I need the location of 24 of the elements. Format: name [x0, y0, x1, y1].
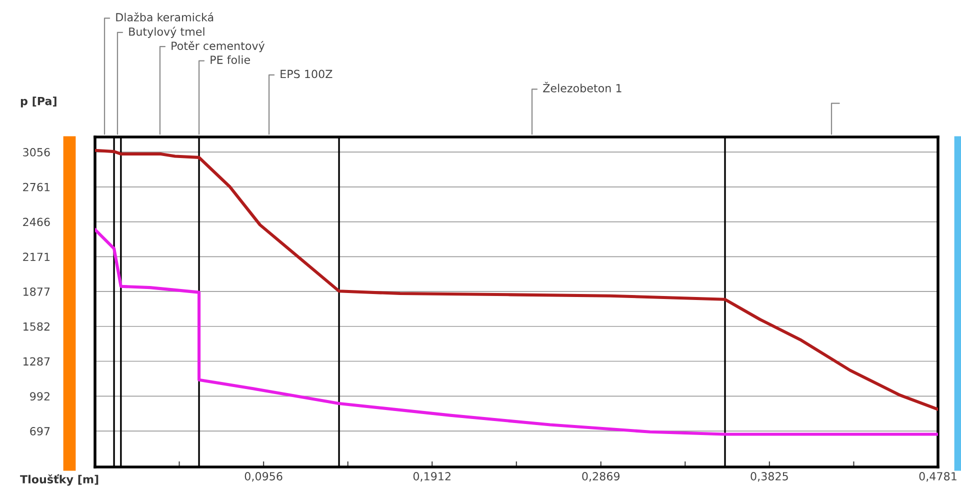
y-tick-label: 3056: [23, 148, 50, 156]
y-tick-label: 992: [30, 392, 50, 401]
text: Potěr cementový: [172, 40, 265, 52]
text: Dlažba keramická: [116, 12, 214, 22]
y-tick-label: 2466: [23, 218, 50, 226]
text: Butylový tmel: [129, 26, 204, 38]
x-tick-label: 0,3825: [750, 472, 788, 482]
x-tick-label: 0,2869: [582, 472, 620, 482]
y-axis-title: p [Pa]: [20, 96, 56, 108]
text: PE folie: [210, 55, 250, 64]
y-tick-label: 1287: [24, 357, 50, 366]
x-tick-label: 0,4781: [919, 472, 956, 482]
text: Železobeton 1: [543, 82, 622, 92]
y-tick-label: 2761: [23, 182, 50, 192]
line-series: [95, 228, 938, 436]
x-axis-title: Tloušťky [m]: [20, 474, 98, 486]
y-tick-label: 1877: [24, 287, 50, 296]
line-series: [95, 148, 938, 411]
x-tick-label: 0,1912: [413, 472, 450, 482]
x-tick-label: 0,0956: [244, 472, 282, 482]
y-tick-label: 2171: [23, 252, 50, 261]
y-tick-label: 697: [30, 427, 50, 436]
y-tick-label: 1582: [24, 322, 50, 331]
text: EPS 100Z: [280, 70, 332, 78]
